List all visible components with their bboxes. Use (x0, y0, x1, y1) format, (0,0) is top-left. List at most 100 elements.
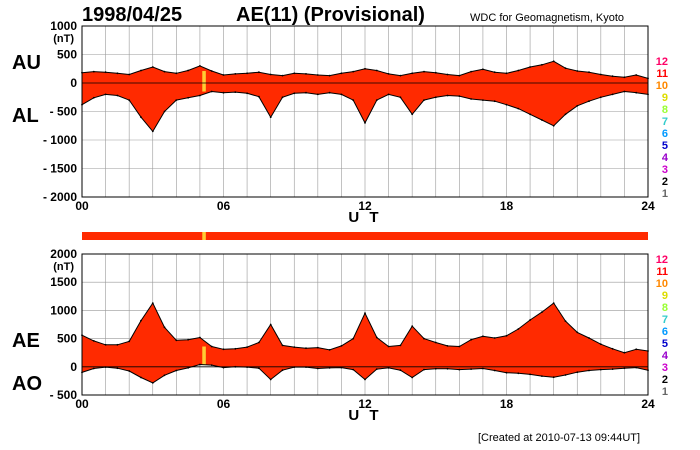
data-point-ao (552, 376, 555, 379)
data-point-au (116, 72, 119, 75)
data-point-au (576, 70, 579, 72)
data-point-al (104, 93, 107, 96)
data-point-ao (576, 371, 579, 374)
data-point-ae (199, 336, 201, 339)
legend-level: 1 (662, 188, 668, 200)
y-tick-label: - 1500 (43, 162, 77, 176)
au-label: AU (12, 52, 41, 74)
data-point-ao (399, 369, 402, 372)
data-point-ao (505, 371, 508, 374)
data-point-ae (411, 325, 414, 328)
data-point-ao (529, 373, 531, 376)
data-point-ae (128, 340, 131, 343)
legend-level: 4 (662, 350, 669, 362)
legend-level: 2 (662, 374, 668, 386)
data-point-au (175, 72, 178, 75)
data-point-ae (269, 323, 272, 326)
y-unit-label: (nT) (53, 261, 74, 273)
data-point-al (293, 92, 296, 95)
data-point-ae (623, 351, 626, 354)
data-point-al (305, 91, 307, 94)
data-point-al (482, 99, 484, 101)
data-point-ae (163, 326, 166, 329)
data-point-ae (352, 337, 355, 340)
x-tick-label: 24 (641, 199, 655, 213)
data-point-al (635, 91, 638, 94)
legend-level: 9 (662, 92, 668, 104)
data-point-au (305, 73, 307, 75)
legend-level: 12 (656, 56, 668, 68)
data-point-au (588, 71, 590, 74)
legend-level: 11 (656, 68, 668, 80)
data-point-ao (175, 369, 178, 372)
data-point-al (352, 99, 355, 101)
plot-frame (81, 25, 649, 198)
data-point-ae (222, 348, 225, 351)
data-point-ae (588, 337, 590, 339)
data-point-ae (399, 344, 402, 347)
data-point-ao (588, 369, 590, 372)
data-point-al (576, 104, 579, 107)
y-unit-label: (nT) (53, 33, 74, 45)
legend-level: 3 (662, 164, 668, 176)
data-point-ae (564, 320, 567, 322)
data-point-ao (92, 367, 95, 370)
data-point-al (446, 94, 449, 97)
data-point-au (328, 74, 331, 77)
data-point-au (269, 73, 272, 76)
legend-level: 6 (662, 326, 668, 338)
data-point-al (128, 99, 131, 101)
data-point-au (517, 69, 520, 72)
data-point-au (493, 71, 496, 74)
data-point-ao (611, 368, 614, 370)
data-point-al (258, 95, 260, 98)
legend-level: 8 (662, 104, 668, 116)
data-source-label: WDC for Geomagnetism, Kyoto (470, 12, 625, 24)
data-point-ae (541, 311, 543, 313)
highlight-band-bottom (202, 346, 206, 366)
legend-level: 9 (662, 290, 668, 302)
data-point-au (423, 70, 425, 73)
legend-level: 11 (656, 266, 668, 278)
data-point-al (493, 100, 496, 103)
data-point-ae (328, 349, 331, 351)
data-point-al (588, 100, 590, 103)
legend-level: 10 (656, 80, 668, 92)
data-point-au (128, 73, 131, 76)
data-point-ae (364, 312, 366, 315)
data-point-ae (316, 346, 319, 349)
data-point-ae (246, 346, 249, 348)
data-point-ao (258, 367, 260, 370)
data-point-au (434, 71, 437, 74)
data-point-al (458, 95, 461, 97)
y-tick-label: 500 (57, 332, 77, 346)
data-point-al (340, 93, 343, 96)
ao-label: AO (12, 373, 42, 395)
data-point-au (375, 69, 378, 72)
data-point-au (246, 72, 249, 75)
legend-level: 5 (662, 140, 668, 152)
legend-level: 8 (662, 302, 668, 314)
data-point-au (387, 73, 390, 75)
data-point-al (434, 96, 437, 99)
panel-ae-ao: 2000 1500 1000 500 0 - 500 (nT) 00 06 12 18 24 U T (50, 247, 655, 424)
x-tick-label: 24 (641, 397, 655, 411)
legend-level: 12 (656, 254, 668, 266)
y-tick-label: 1000 (50, 303, 77, 317)
data-point-ae (517, 328, 520, 330)
x-tick-label: 06 (217, 199, 231, 213)
data-point-al (187, 96, 190, 99)
data-point-ae (493, 337, 496, 339)
band-fill-top (82, 61, 648, 132)
x-axis-label: U T (348, 209, 381, 226)
data-point-ao (210, 364, 213, 366)
y-tick-label: - 2000 (43, 190, 77, 204)
data-point-ao (116, 367, 119, 370)
data-point-ao (364, 378, 366, 381)
data-point-au (163, 70, 166, 73)
data-point-ao (599, 368, 602, 371)
data-point-ae (599, 343, 602, 346)
y-tick-label: 0 (70, 360, 77, 374)
data-point-ae (281, 344, 284, 347)
